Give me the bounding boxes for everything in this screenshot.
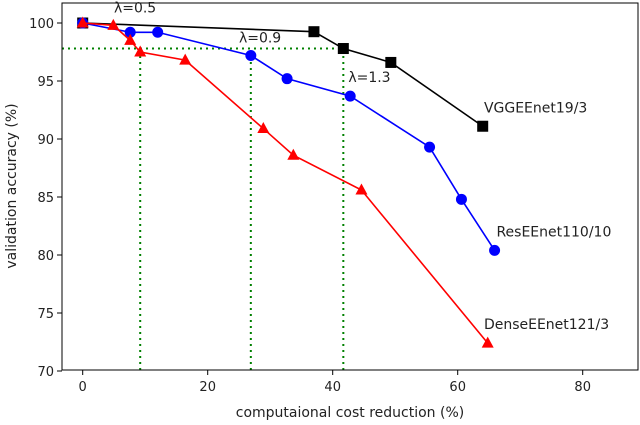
y-tick-label: 80: [37, 249, 54, 264]
y-tick-label: 70: [37, 365, 54, 380]
series-line: [82, 22, 484, 127]
y-tick-label: 100: [29, 17, 54, 32]
data-point-triangle: [134, 45, 147, 57]
axis-ticks: 0 20 40 60 80 70 75 80 85 90 95 100: [29, 17, 591, 395]
reference-lines: [62, 47, 345, 370]
data-point-circle: [489, 244, 501, 256]
plot-frame: [61, 2, 639, 371]
data-point-square: [337, 43, 349, 55]
x-tick-label: 0: [79, 380, 87, 395]
y-tick-label: 95: [37, 75, 54, 90]
series-label: ResEEnet110/10: [496, 224, 611, 240]
x-tick-label: 60: [449, 380, 466, 395]
data-point-circle: [455, 193, 467, 205]
series-label: VGGEEnet19/3: [484, 100, 587, 116]
data-point-circle: [245, 49, 257, 61]
y-tick-label: 90: [37, 133, 54, 148]
data-point-circle: [424, 141, 436, 153]
data-point-triangle: [124, 33, 137, 45]
data-point-square: [308, 26, 320, 38]
data-point-triangle: [76, 16, 89, 28]
y-tick-label: 85: [37, 191, 54, 206]
data-point-triangle: [179, 53, 192, 65]
data-point-circle: [124, 26, 136, 38]
lambda-annotation: λ=0.9: [239, 31, 281, 47]
data-point-circle: [152, 26, 164, 38]
series-line: [82, 22, 496, 251]
data-point-triangle: [355, 183, 368, 195]
data-point-triangle: [257, 122, 270, 134]
annotations: λ=0.5 λ=0.9 λ=1.3 VGGEEnet19/3 ResEEnet110/1…: [114, 1, 611, 334]
series-label: DenseEEnet121/3: [484, 317, 609, 333]
data-point-circle: [344, 90, 356, 102]
series-ResEEnet110/10: [77, 17, 501, 256]
data-point-triangle: [107, 18, 120, 30]
x-axis-label: computaional cost reduction (%): [236, 405, 464, 421]
data-point-square: [477, 120, 489, 132]
y-axis-label: validation accuracy (%): [4, 103, 20, 268]
data-point-circle: [281, 73, 293, 85]
data-point-triangle: [287, 148, 300, 160]
series-DenseEEnet121/3: [76, 16, 494, 348]
x-tick-label: 20: [199, 380, 216, 395]
lambda-annotation: λ=0.5: [114, 1, 156, 17]
series-line: [82, 22, 489, 344]
y-tick-label: 75: [37, 307, 54, 322]
x-tick-label: 40: [324, 380, 341, 395]
x-tick-label: 80: [574, 380, 591, 395]
series-VGGEEnet19/3: [77, 17, 489, 132]
data-point-triangle: [481, 336, 494, 348]
series-group: [76, 16, 501, 348]
lambda-annotation: λ=1.3: [348, 70, 390, 86]
data-point-square: [385, 56, 397, 68]
